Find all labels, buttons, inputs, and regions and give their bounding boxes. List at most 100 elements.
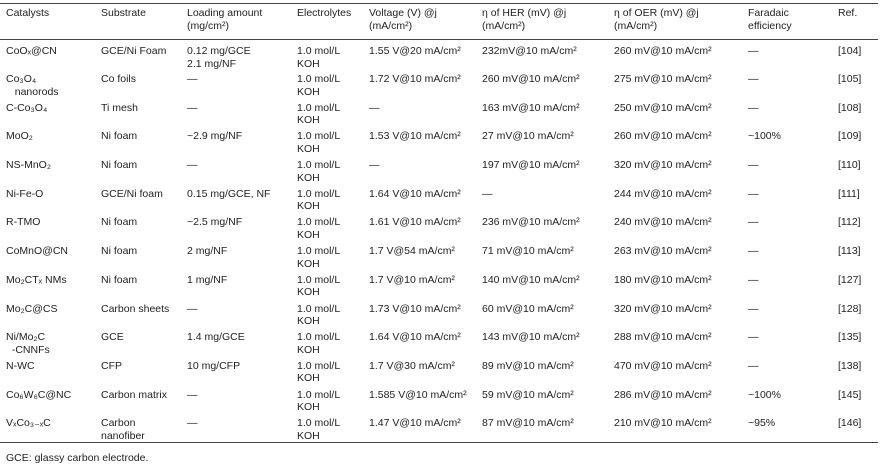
table-cell: 163 mV@10 mA/cm² bbox=[482, 101, 580, 114]
table-cell: — bbox=[187, 417, 198, 430]
header-cell: Electrolytes bbox=[297, 7, 352, 19]
table-row: CoMnO@CN Ni foam 2 mg/NF 1.0 mol/L KOH 1.7 V… bbox=[0, 242, 878, 271]
table-cell: Ni-Fe-O bbox=[6, 187, 44, 200]
table-cell: [109] bbox=[838, 130, 862, 143]
table-cell: — bbox=[748, 45, 759, 57]
table-cell: Mo₂CTₓ NMs bbox=[6, 273, 67, 286]
table-cell: [145] bbox=[838, 388, 862, 401]
table-cell: ~95% bbox=[748, 417, 776, 430]
table-cell: 1.73 V@10 mA/cm² bbox=[369, 302, 461, 315]
header-row: Catalysts Substrate Loading amount (mg/cm²… bbox=[0, 3, 878, 40]
table-cell: Ni foam bbox=[101, 216, 138, 229]
table-cell: 1 mg/NF bbox=[187, 273, 228, 286]
table-cell: — bbox=[748, 216, 759, 229]
table-cell: 210 mV@10 mA/cm² bbox=[614, 417, 712, 430]
table-cell: NS-MnO₂ bbox=[6, 159, 51, 172]
table-cell: 89 mV@10 mA/cm² bbox=[482, 359, 574, 372]
table-cell: GCE/Ni Foam bbox=[101, 45, 167, 57]
table-cell: 1.585 V@10 mA/cm² bbox=[369, 388, 467, 401]
table-row: VₓCo₃₋ₓC Carbon nanofiber — 1.0 mol/L KOH 1.… bbox=[0, 414, 878, 443]
table-cell: MoO₂ bbox=[6, 130, 33, 143]
table-cell: — bbox=[482, 187, 493, 200]
table-cell: [110] bbox=[838, 159, 861, 172]
table-cell: 1.47 V@10 mA/cm² bbox=[369, 417, 461, 430]
table-cell: — bbox=[748, 245, 759, 258]
table-cell: 1.64 V@10 mA/cm² bbox=[369, 331, 461, 344]
table-cell: 71 mV@10 mA/cm² bbox=[482, 245, 574, 258]
table-cell: 140 mV@10 mA/cm² bbox=[482, 273, 580, 286]
table-cell: CFP bbox=[101, 359, 122, 372]
table-row: NS-MnO₂ Ni foam — 1.0 mol/L KOH — 197 mV@10 m… bbox=[0, 156, 878, 185]
table-cell: 1.0 mol/L KOH bbox=[297, 388, 341, 414]
table-cell: 1.0 mol/L KOH bbox=[297, 245, 341, 270]
table-cell: Carbon nanofiber bbox=[101, 417, 145, 442]
table-cell: 260 mV@10 mA/cm² bbox=[614, 130, 712, 143]
table-cell: CoOₓ@CN bbox=[6, 45, 57, 57]
table-cell: — bbox=[369, 159, 380, 172]
table-cell: 260 mV@10 mA/cm² bbox=[614, 45, 712, 57]
table-cell: 1.53 V@10 mA/cm² bbox=[369, 130, 461, 143]
table-cell: Co₆W₆C@NC bbox=[6, 388, 72, 401]
table-cell: GCE bbox=[101, 331, 124, 344]
table-cell: 263 mV@10 mA/cm² bbox=[614, 245, 712, 258]
table-cell: 180 mV@10 mA/cm² bbox=[614, 273, 712, 286]
table-row: MoO₂ Ni foam ~2.9 mg/NF 1.0 mol/L KOH 1.53 V… bbox=[0, 127, 878, 156]
table-cell: 1.0 mol/L KOH bbox=[297, 73, 341, 98]
table-cell: 1.64 V@10 mA/cm² bbox=[369, 187, 461, 200]
table-cell: VₓCo₃₋ₓC bbox=[6, 417, 51, 430]
table-cell: 197 mV@10 mA/cm² bbox=[482, 159, 580, 172]
table-cell: [138] bbox=[838, 359, 862, 372]
table-cell: 1.0 mol/L KOH bbox=[297, 187, 341, 213]
table-cell: 0.12 mg/GCE 2.1 mg/NF bbox=[187, 45, 251, 70]
table-cell: N-WC bbox=[6, 359, 35, 372]
table-cell: Ni/Mo₂C -CNNFs bbox=[6, 331, 50, 356]
table-cell: — bbox=[187, 388, 198, 401]
table-row: Mo₂CTₓ NMs Ni foam 1 mg/NF 1.0 mol/L KOH 1.7… bbox=[0, 271, 878, 300]
table-cell: ~100% bbox=[748, 388, 781, 401]
header-cell: η of OER (mV) @j (mA/cm²) bbox=[614, 7, 699, 32]
table-body: CoOₓ@CN GCE/Ni Foam 0.12 mg/GCE 2.1 mg/NF 1… bbox=[0, 40, 878, 443]
table-cell: 288 mV@10 mA/cm² bbox=[614, 331, 712, 344]
header-cell: Substrate bbox=[101, 7, 146, 19]
header-cell: Catalysts bbox=[6, 7, 50, 19]
table-cell: 1.72 V@10 mA/cm² bbox=[369, 73, 461, 85]
table-cell: 1.7 V@30 mA/cm² bbox=[369, 359, 455, 372]
table-cell: Mo₂C@CS bbox=[6, 302, 58, 315]
table-cell: 1.55 V@20 mA/cm² bbox=[369, 45, 461, 57]
header-cell: η of HER (mV) @j (mA/cm²) bbox=[482, 7, 567, 32]
table-cell: 10 mg/CFP bbox=[187, 359, 241, 372]
table-cell: [146] bbox=[838, 417, 862, 430]
table-cell: [128] bbox=[838, 302, 862, 315]
table-cell: 1.4 mg/GCE bbox=[187, 331, 245, 344]
table-cell: 236 mV@10 mA/cm² bbox=[482, 216, 580, 229]
table-cell: 59 mV@10 mA/cm² bbox=[482, 388, 574, 401]
table-cell: 1.0 mol/L KOH bbox=[297, 302, 341, 328]
table-cell: Ni foam bbox=[101, 245, 138, 258]
table-cell: Carbon sheets bbox=[101, 302, 170, 315]
table-cell: ~2.9 mg/NF bbox=[187, 130, 243, 143]
table-cell: — bbox=[748, 302, 759, 315]
table-cell: 1.0 mol/L KOH bbox=[297, 45, 341, 70]
table-cell: ~100% bbox=[748, 130, 781, 143]
table-cell: Co₃O₄ nanorods bbox=[6, 73, 59, 98]
table-cell: C-Co₃O₄ bbox=[6, 101, 48, 114]
table-cell: 275 mV@10 mA/cm² bbox=[614, 73, 712, 85]
table-cell: — bbox=[187, 101, 198, 114]
footnote: GCE: glassy carbon electrode. bbox=[6, 452, 149, 464]
table-cell: — bbox=[748, 331, 759, 344]
table-cell: 1.0 mol/L KOH bbox=[297, 417, 341, 442]
table-cell: [104] bbox=[838, 45, 862, 57]
table-cell: — bbox=[187, 73, 198, 85]
table-cell: R-TMO bbox=[6, 216, 41, 229]
table-row: Ni-Fe-O GCE/Ni foam 0.15 mg/GCE, NF 1.0 mol… bbox=[0, 185, 878, 214]
table-row: C-Co₃O₄ Ti mesh — 1.0 mol/L KOH — 163 mV@10 m… bbox=[0, 99, 878, 128]
table-cell: 286 mV@10 mA/cm² bbox=[614, 388, 712, 401]
data-table: Catalysts Substrate Loading amount (mg/cm²… bbox=[0, 3, 878, 443]
table-cell: — bbox=[187, 302, 198, 315]
table-header: Catalysts Substrate Loading amount (mg/cm²… bbox=[0, 3, 878, 40]
table-cell: 1.0 mol/L KOH bbox=[297, 159, 341, 184]
table-cell: 1.61 V@10 mA/cm² bbox=[369, 216, 461, 229]
table-cell: [112] bbox=[838, 216, 861, 229]
header-cell: Voltage (V) @j (mA/cm²) bbox=[369, 7, 437, 32]
